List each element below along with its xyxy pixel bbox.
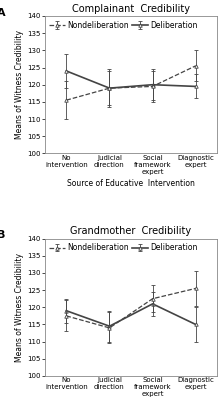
Text: A: A (0, 8, 5, 18)
Text: B: B (0, 230, 5, 240)
Title: Grandmother  Credibility: Grandmother Credibility (71, 226, 192, 236)
Y-axis label: Means of Witness Credibility: Means of Witness Credibility (15, 30, 24, 139)
Title: Complainant  Credibility: Complainant Credibility (72, 4, 190, 14)
Y-axis label: Means of Witness Credibility: Means of Witness Credibility (15, 253, 24, 362)
X-axis label: Source of Educative  Intervention: Source of Educative Intervention (67, 179, 195, 188)
Legend: Nondeliberation, Deliberation: Nondeliberation, Deliberation (49, 242, 198, 253)
Legend: Nondeliberation, Deliberation: Nondeliberation, Deliberation (49, 20, 198, 30)
